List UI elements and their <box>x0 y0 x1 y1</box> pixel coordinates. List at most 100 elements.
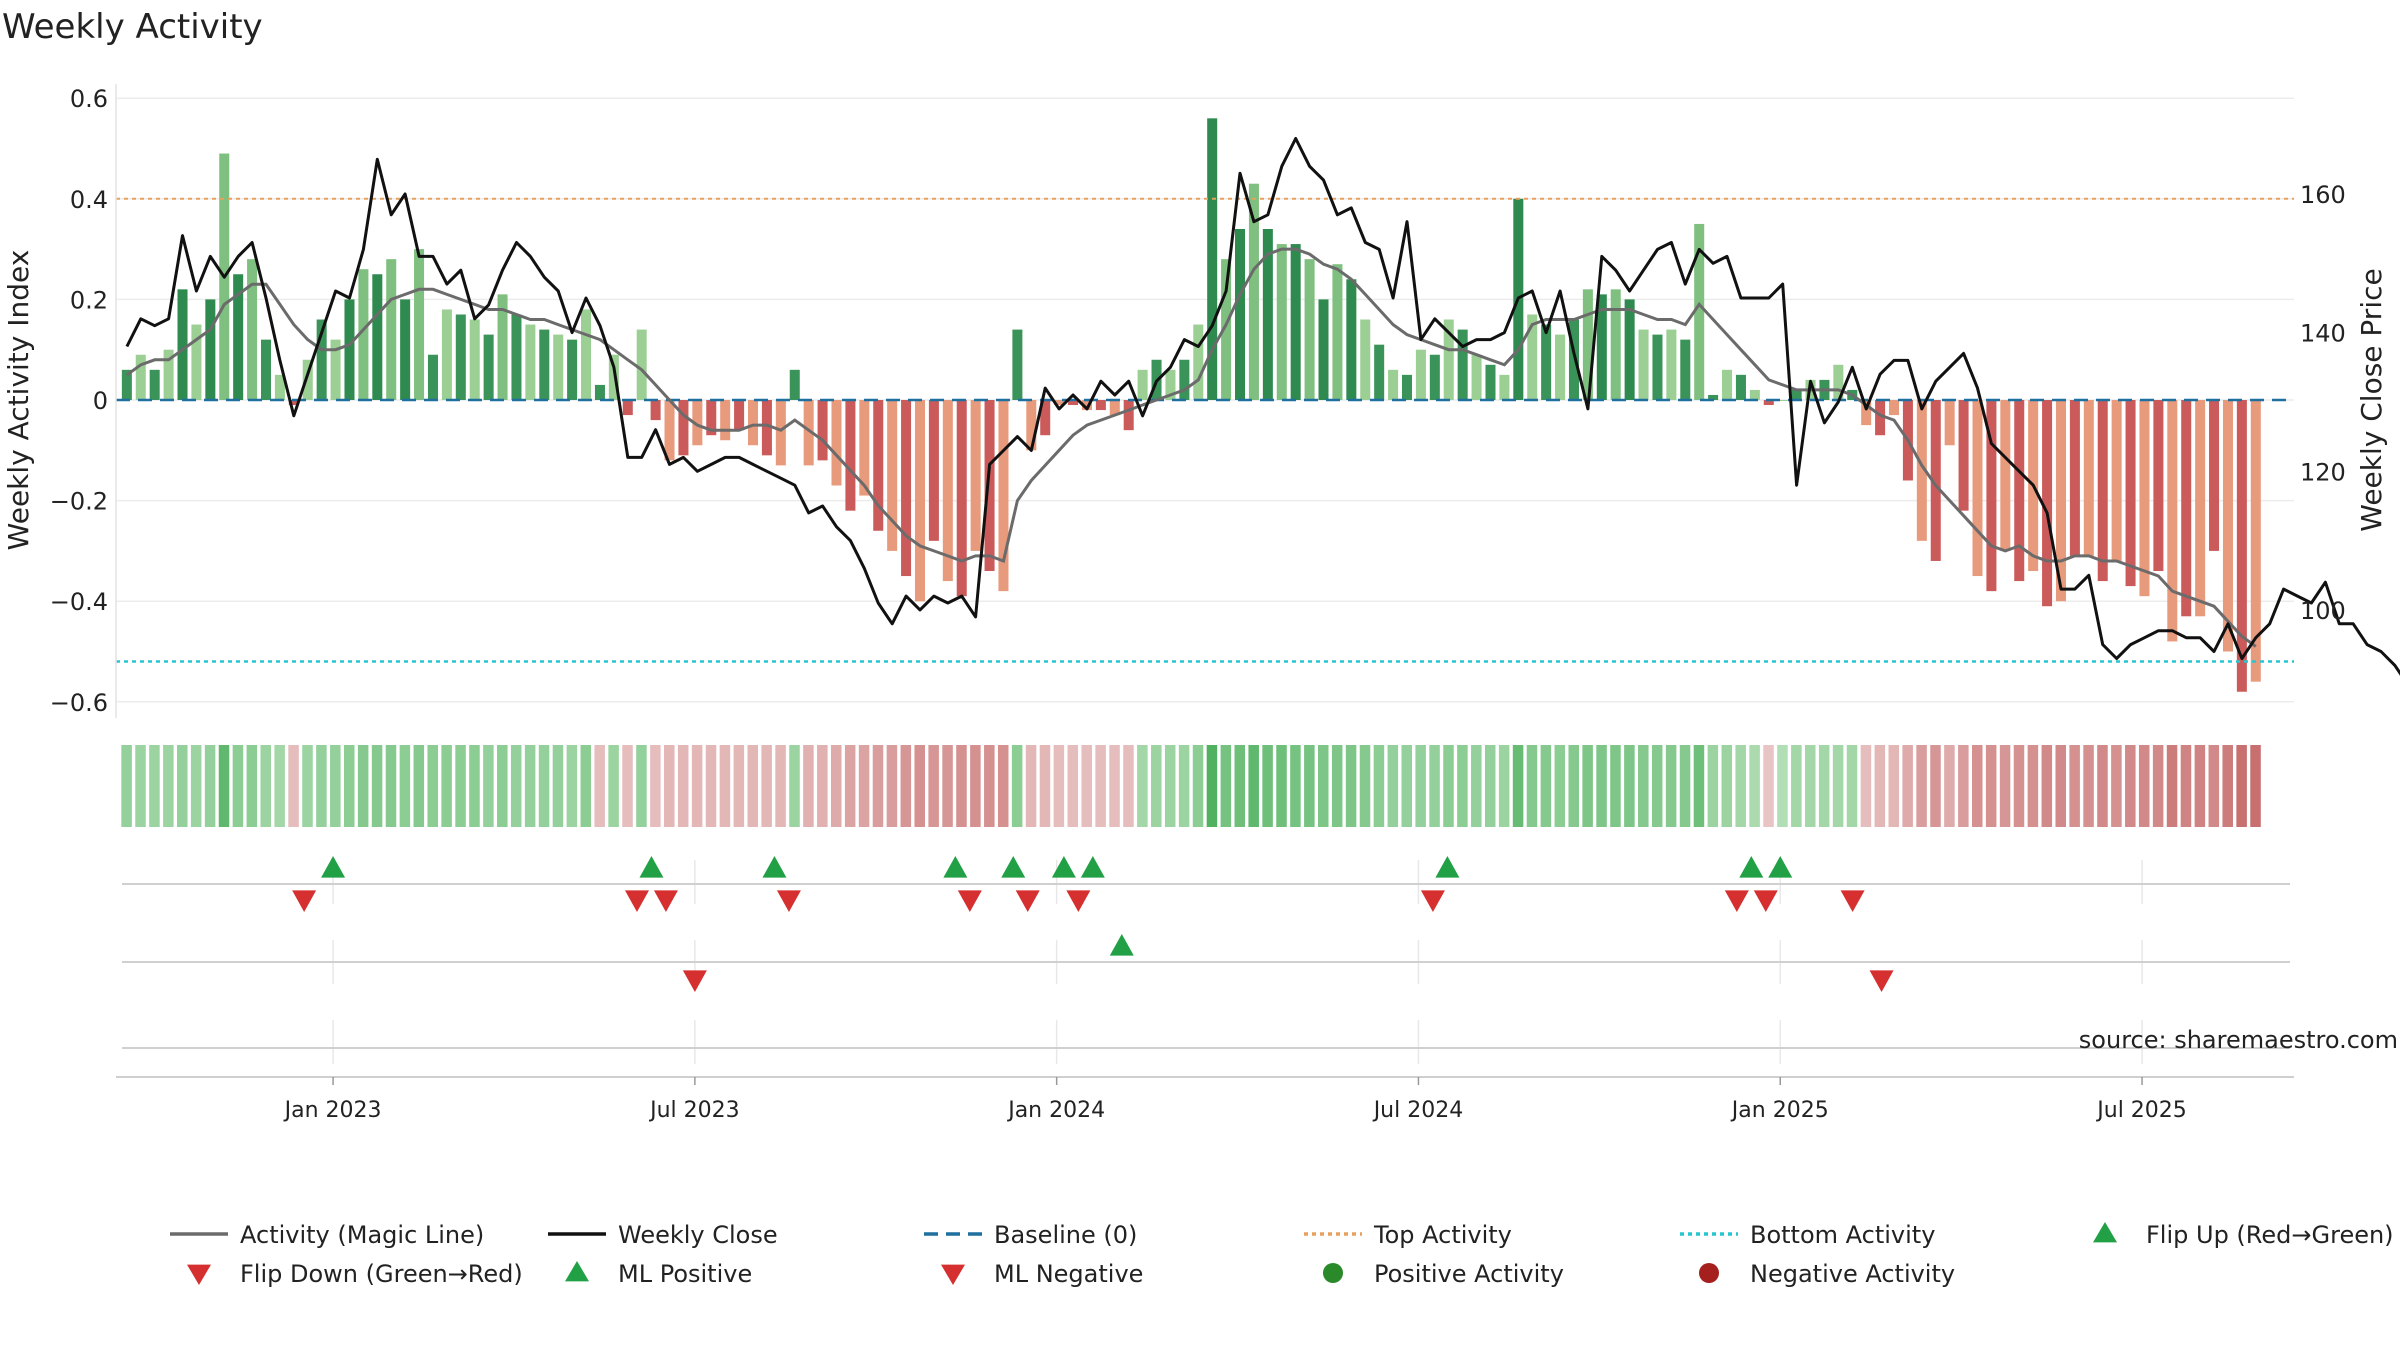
heat-cell <box>622 745 633 827</box>
activity-bar <box>1916 400 1927 541</box>
heat-cell <box>1735 745 1746 827</box>
activity-bar <box>775 400 786 466</box>
heat-cell <box>970 745 981 827</box>
y2-tick-label: 120 <box>2300 458 2346 486</box>
flip-up-marker <box>1768 856 1793 878</box>
activity-bar <box>1332 264 1343 400</box>
activity-bar <box>1304 259 1315 400</box>
heat-cell <box>1693 745 1705 827</box>
activity-bar <box>2083 400 2094 556</box>
heat-cell <box>2180 745 2192 827</box>
heat-cell <box>1582 745 1593 827</box>
activity-bar <box>2055 400 2066 602</box>
activity-bar <box>1944 400 1955 446</box>
heat-cell <box>1721 745 1733 827</box>
activity-bar <box>539 329 550 400</box>
flip-down-marker <box>957 890 982 912</box>
heat-cell <box>1192 745 1204 827</box>
heat-cell <box>594 745 605 827</box>
activity-bar <box>2209 400 2220 551</box>
activity-bar <box>1415 349 1426 400</box>
heat-cell <box>984 745 995 827</box>
legend-label: Weekly Close <box>618 1221 778 1249</box>
heat-cell <box>844 745 856 827</box>
legend-item: Baseline (0) <box>924 1221 1137 1249</box>
activity-bar <box>427 354 438 400</box>
legend-label: Flip Down (Green→Red) <box>240 1260 523 1288</box>
activity-bar <box>1290 244 1301 400</box>
ml-negative-marker <box>682 970 707 992</box>
flip-up-marker <box>639 856 664 878</box>
activity-bar <box>1624 299 1635 400</box>
heat-cell <box>316 745 327 827</box>
heat-cell <box>1554 745 1566 827</box>
heat-cell <box>747 745 759 827</box>
heat-cell <box>1484 745 1496 827</box>
activity-bar <box>1360 319 1371 400</box>
heat-cell <box>1290 745 1301 827</box>
heat-cell <box>524 745 536 827</box>
heat-cell <box>1067 745 1079 827</box>
activity-bar <box>1040 400 1051 436</box>
heat-cell <box>2250 745 2261 827</box>
heat-cell <box>163 745 174 827</box>
x-tick-label: Jul 2024 <box>1372 1098 1464 1123</box>
activity-bar <box>260 339 272 400</box>
heat-cell <box>928 745 939 827</box>
activity-bar <box>1875 400 1886 436</box>
heat-cell <box>2138 745 2150 827</box>
heat-cell <box>1651 745 1663 827</box>
activity-bar <box>1443 319 1454 400</box>
heat-cell <box>1944 745 1955 827</box>
ml-negative-marker <box>1869 970 1894 992</box>
heat-cell <box>1359 745 1371 827</box>
legend-label: Flip Up (Red→Green) <box>2146 1221 2394 1249</box>
activity-bar <box>288 400 299 406</box>
activity-bar <box>914 400 925 602</box>
activity-bar <box>121 369 132 400</box>
activity-bar <box>483 334 494 400</box>
heat-cell <box>2194 745 2206 827</box>
legend-swatch <box>941 1264 965 1285</box>
heat-cell <box>1679 745 1691 827</box>
heat-cell <box>1262 745 1273 827</box>
activity-bar <box>233 274 244 400</box>
activity-bar <box>1610 289 1621 400</box>
legend-item: Top Activity <box>1304 1221 1512 1249</box>
heat-cell <box>1902 745 1913 827</box>
heat-cell <box>1345 745 1357 827</box>
activity-bar <box>734 400 745 431</box>
activity-bar <box>567 339 578 400</box>
activity-bar <box>553 334 564 400</box>
activity-bar <box>2153 400 2164 572</box>
y2-axis-label: Weekly Close Price <box>2355 268 2388 531</box>
flip-up-marker <box>943 856 968 878</box>
activity-bar <box>2111 400 2122 561</box>
heat-cell <box>942 745 953 827</box>
heat-cell <box>1053 745 1065 827</box>
activity-bar <box>1763 400 1774 406</box>
activity-bar <box>1666 329 1677 400</box>
activity-bar <box>692 400 703 446</box>
activity-bar <box>789 369 800 400</box>
activity-bar <box>817 400 828 461</box>
activity-bar <box>1471 354 1482 400</box>
left-y-axis: 0.6 0.4 0.2 0 −0.2 −0.4 −0.6 <box>50 84 117 718</box>
activity-bar <box>845 400 856 511</box>
activity-bar <box>678 400 689 456</box>
activity-bar <box>400 299 411 400</box>
right-y-axis: 160 140 120 100 <box>2300 181 2346 625</box>
flip-down-marker <box>1420 890 1445 912</box>
heat-cell <box>1777 745 1788 827</box>
activity-bar <box>2222 400 2233 652</box>
heat-cell <box>719 745 731 827</box>
heat-cell <box>441 745 452 827</box>
heat-cell <box>1832 745 1844 827</box>
ml-positive-marker <box>1109 934 1134 956</box>
activity-heat-strip <box>121 745 2261 827</box>
heat-cell <box>1665 745 1677 827</box>
activity-bar <box>2097 400 2108 582</box>
y-tick-label: 0.4 <box>70 186 108 214</box>
activity-bar <box>1276 244 1287 400</box>
heat-cell <box>1638 745 1649 827</box>
